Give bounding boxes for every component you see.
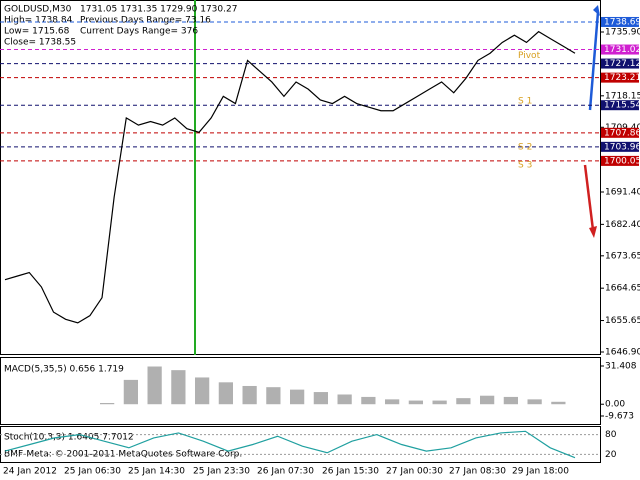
- level-label: 1723.21: [604, 73, 640, 83]
- level-label: 1727.12: [604, 59, 640, 69]
- macd-bar: [361, 396, 376, 405]
- stoch-window: [0, 426, 601, 463]
- price-line: [4, 30, 576, 324]
- macd-bar: [218, 382, 233, 405]
- level-box: [601, 127, 639, 138]
- date-label: 26 Jan 15:30: [322, 467, 379, 477]
- ohlc: 1731.05 1731.35 1729.90 1730.27: [80, 5, 237, 15]
- macd-bar: [266, 387, 281, 405]
- down-arrow: [583, 164, 595, 231]
- level-name: S 3: [518, 160, 532, 170]
- level-box: [601, 58, 639, 69]
- price-tick-label: 1718.15: [605, 91, 640, 101]
- macd-bar: [456, 398, 471, 405]
- level-name: S 2: [518, 142, 532, 152]
- level-name: S 1: [518, 97, 532, 107]
- close: Close= 1738.55: [4, 38, 76, 48]
- stoch-label: Stoch(10,3,3) 1.6405 7.7012: [4, 433, 134, 443]
- macd-bar: [385, 399, 400, 405]
- macd-bar: [480, 395, 495, 405]
- macd-bar: [432, 400, 447, 405]
- up-arrow: [588, 11, 600, 111]
- level-label: 1700.05: [604, 156, 640, 166]
- macd-bar: [171, 370, 186, 405]
- level-label: 1703.96: [604, 142, 640, 152]
- macd-label: MACD(5,35,5) 0.656 1.719: [4, 365, 124, 375]
- level-box: [601, 72, 639, 83]
- level-name: Pivot: [518, 51, 541, 61]
- macd-bar: [551, 401, 566, 405]
- main-window: [0, 0, 601, 355]
- date-label: 26 Jan 07:30: [257, 467, 314, 477]
- macd-bar: [290, 389, 305, 405]
- price-tick-label: 1709.40: [605, 123, 640, 133]
- level-box: [601, 44, 639, 55]
- price-tick-label: 1682.40: [605, 220, 640, 230]
- level-box: [601, 141, 639, 152]
- date-label: 25 Jan 06:30: [64, 467, 121, 477]
- macd-bar: [503, 396, 518, 405]
- macd-bar: [242, 385, 257, 405]
- macd-window: [0, 357, 601, 425]
- up-arrow-head: [593, 5, 600, 16]
- date-label: 24 Jan 2012: [3, 467, 57, 477]
- price-tick-label: 1735.90: [605, 28, 640, 38]
- high: High= 1738.84: [4, 16, 73, 26]
- symbol: GOLDUSD,M30: [4, 5, 72, 15]
- level-label: 1707.86: [604, 128, 640, 138]
- level-box: [601, 155, 639, 166]
- macd-bar: [313, 392, 328, 405]
- price-tick-label: 1646.90: [605, 348, 640, 358]
- level-label: 1715.54: [604, 101, 640, 111]
- macd-bar: [123, 379, 138, 405]
- date-label: 27 Jan 08:30: [449, 467, 506, 477]
- level-box: [601, 16, 639, 27]
- price-tick-label: 1664.65: [605, 284, 640, 294]
- date-label: 25 Jan 23:30: [193, 467, 250, 477]
- price-tick-label: 1673.65: [605, 251, 640, 261]
- macd-bar: [147, 366, 162, 405]
- price-tick-label: 1691.40: [605, 188, 640, 198]
- macd-tick-label: -9.673: [605, 412, 634, 422]
- date-label: 27 Jan 00:30: [386, 467, 443, 477]
- macd-tick-label: 0.00: [605, 400, 625, 410]
- down-arrow-head: [589, 226, 597, 238]
- macd-bar: [195, 377, 210, 405]
- stoch-tick-label: 20: [605, 450, 617, 460]
- curr-range: Current Days Range= 376: [80, 27, 198, 37]
- price-tick-label: 1655.65: [605, 316, 640, 326]
- copyright: BMF-Meta: © 2001-2011 MetaQuotes Softwar…: [4, 450, 242, 460]
- level-box: [601, 100, 639, 111]
- low: Low= 1715.68: [4, 27, 70, 37]
- stoch-line: [4, 430, 576, 459]
- date-label: 29 Jan 18:00: [512, 467, 569, 477]
- macd-tick-label: 31.408: [605, 362, 637, 372]
- date-label: 25 Jan 14:30: [128, 467, 185, 477]
- prev-range: Previous Days Range= 73.16: [80, 16, 211, 26]
- macd-bar: [527, 399, 542, 405]
- stoch-tick-label: 80: [605, 430, 617, 440]
- macd-bar: [337, 394, 352, 405]
- level-label: 1738.69: [604, 17, 640, 27]
- macd-bar: [100, 403, 115, 405]
- macd-bar: [408, 400, 423, 405]
- level-label: 1731.02: [604, 45, 640, 55]
